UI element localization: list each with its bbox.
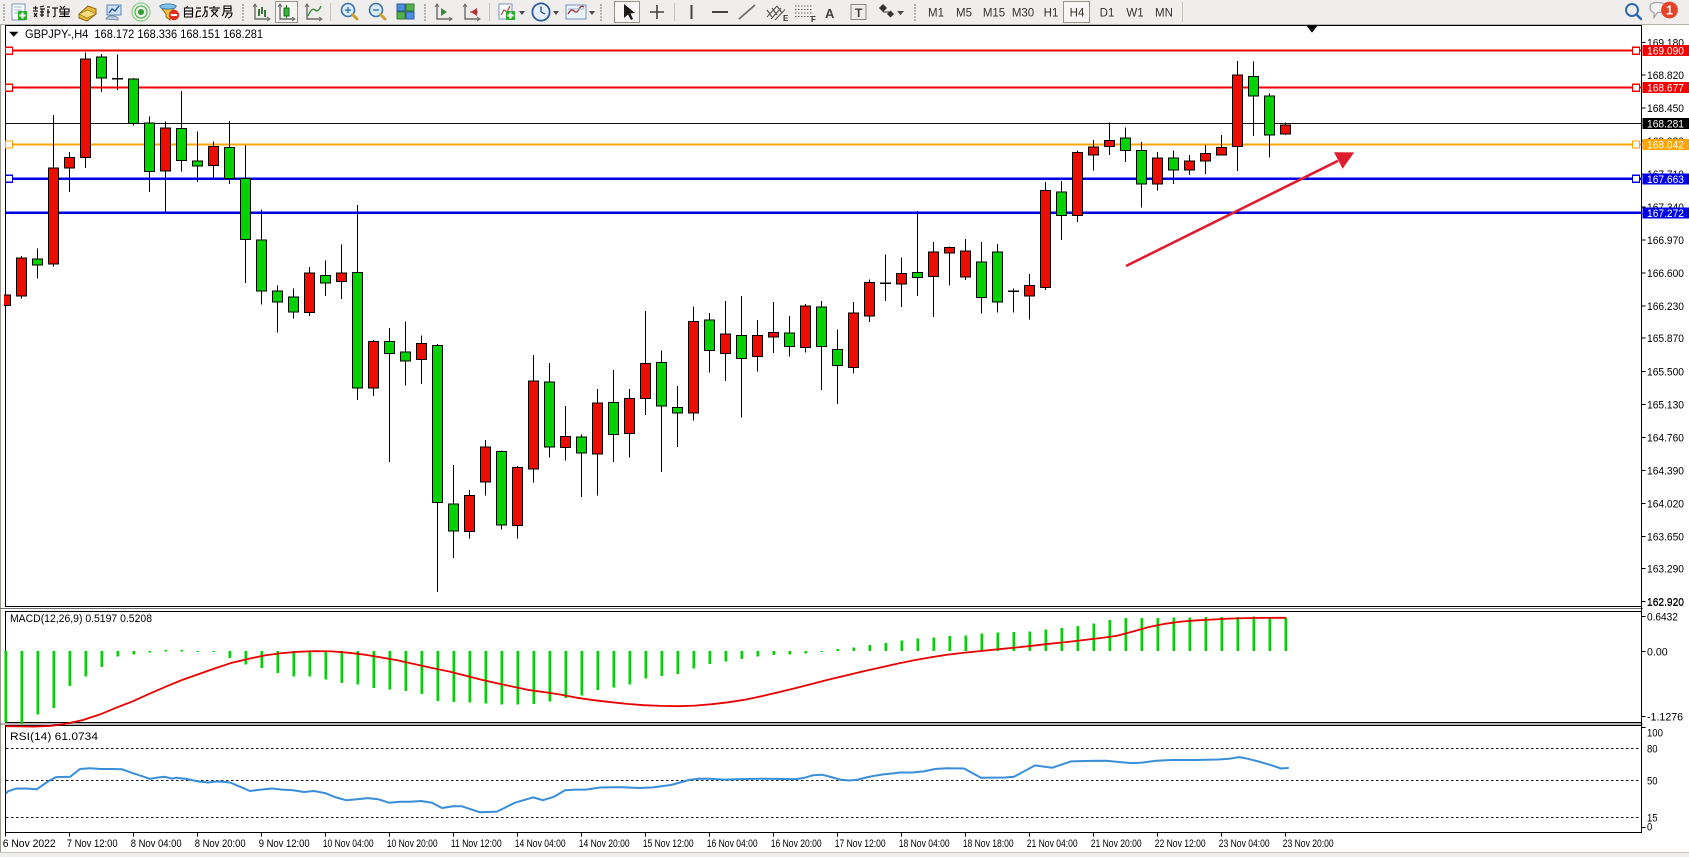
svg-text:16 Nov 20:00: 16 Nov 20:00 xyxy=(771,838,822,850)
svg-text:17 Nov 12:00: 17 Nov 12:00 xyxy=(835,838,886,850)
svg-text:1: 1 xyxy=(1666,4,1673,18)
svg-text:168.677: 168.677 xyxy=(1647,83,1684,95)
svg-text:169.090: 169.090 xyxy=(1647,46,1684,58)
svg-text:E: E xyxy=(783,14,789,23)
svg-text:168.281: 168.281 xyxy=(1647,119,1684,131)
svg-text:10 Nov 20:00: 10 Nov 20:00 xyxy=(387,838,438,850)
svg-text:162.920: 162.920 xyxy=(1647,597,1684,609)
svg-text:165.500: 165.500 xyxy=(1647,366,1684,378)
svg-text:163.650: 163.650 xyxy=(1647,531,1684,543)
svg-text:15: 15 xyxy=(1647,813,1658,825)
svg-text:14 Nov 04:00: 14 Nov 04:00 xyxy=(515,838,566,850)
svg-text:0.00: 0.00 xyxy=(1647,646,1668,658)
svg-text:14 Nov 20:00: 14 Nov 20:00 xyxy=(579,838,630,850)
svg-text:F: F xyxy=(811,15,816,24)
svg-text:162.920: 162.920 xyxy=(1647,597,1684,609)
svg-text:9 Nov 12:00: 9 Nov 12:00 xyxy=(259,838,310,850)
svg-text:W1: W1 xyxy=(1126,8,1143,20)
svg-text:167.272: 167.272 xyxy=(1647,208,1684,220)
svg-text:10 Nov 04:00: 10 Nov 04:00 xyxy=(323,838,374,850)
svg-text:18 Nov 04:00: 18 Nov 04:00 xyxy=(899,838,950,850)
svg-text:23 Nov 04:00: 23 Nov 04:00 xyxy=(1219,838,1270,850)
svg-text:168.042: 168.042 xyxy=(1647,140,1684,152)
svg-text:GBPJPY-,H4 168.172 168.336 16: GBPJPY-,H4 168.172 168.336 168.151 168.2… xyxy=(25,27,263,41)
svg-text:11 Nov 12:00: 11 Nov 12:00 xyxy=(451,838,502,850)
svg-text:163.290: 163.290 xyxy=(1647,564,1684,576)
svg-text:15 Nov 12:00: 15 Nov 12:00 xyxy=(643,838,694,850)
svg-text:164.760: 164.760 xyxy=(1647,432,1684,444)
svg-text:0.6432: 0.6432 xyxy=(1647,612,1678,624)
svg-text:168.450: 168.450 xyxy=(1647,103,1684,115)
svg-text:H1: H1 xyxy=(1044,8,1059,20)
svg-text:M1: M1 xyxy=(928,8,944,20)
svg-text:8 Nov 04:00: 8 Nov 04:00 xyxy=(131,838,182,850)
svg-text:166.600: 166.600 xyxy=(1647,268,1684,280)
svg-text:165.130: 165.130 xyxy=(1647,399,1684,411)
svg-text:A: A xyxy=(825,6,835,21)
svg-text:21 Nov 04:00: 21 Nov 04:00 xyxy=(1027,838,1078,850)
svg-text:23 Nov 20:00: 23 Nov 20:00 xyxy=(1283,838,1334,850)
svg-text:50: 50 xyxy=(1647,775,1658,787)
svg-text:MACD(12,26,9) 0.5197 0.5208: MACD(12,26,9) 0.5197 0.5208 xyxy=(10,613,152,625)
svg-text:16 Nov 04:00: 16 Nov 04:00 xyxy=(707,838,758,850)
svg-text:18 Nov 18:00: 18 Nov 18:00 xyxy=(963,838,1014,850)
svg-text:M15: M15 xyxy=(983,8,1005,20)
svg-text:100: 100 xyxy=(1647,727,1663,739)
svg-text:21 Nov 20:00: 21 Nov 20:00 xyxy=(1091,838,1142,850)
svg-text:8 Nov 20:00: 8 Nov 20:00 xyxy=(195,838,246,850)
svg-text:168.820: 168.820 xyxy=(1647,70,1684,82)
svg-text:-1.1276: -1.1276 xyxy=(1647,711,1683,723)
svg-text:M30: M30 xyxy=(1012,8,1034,20)
svg-text:164.390: 164.390 xyxy=(1647,465,1684,477)
svg-text:M5: M5 xyxy=(956,8,972,20)
svg-text:167.663: 167.663 xyxy=(1647,174,1684,186)
svg-text:7 Nov 12:00: 7 Nov 12:00 xyxy=(67,838,118,850)
svg-text:166.230: 166.230 xyxy=(1647,301,1684,313)
svg-text:165.870: 165.870 xyxy=(1647,333,1684,345)
svg-text:0: 0 xyxy=(1647,822,1652,834)
svg-text:MN: MN xyxy=(1155,8,1173,20)
svg-text:D1: D1 xyxy=(1100,8,1115,20)
svg-text:T: T xyxy=(855,6,863,20)
svg-text:RSI(14) 61.0734: RSI(14) 61.0734 xyxy=(10,731,98,743)
svg-text:22 Nov 12:00: 22 Nov 12:00 xyxy=(1155,838,1206,850)
svg-text:6 Nov 2022: 6 Nov 2022 xyxy=(3,838,56,850)
svg-text:H4: H4 xyxy=(1070,8,1085,20)
svg-text:166.970: 166.970 xyxy=(1647,235,1684,247)
svg-text:164.020: 164.020 xyxy=(1647,498,1684,510)
svg-text:80: 80 xyxy=(1647,744,1658,756)
